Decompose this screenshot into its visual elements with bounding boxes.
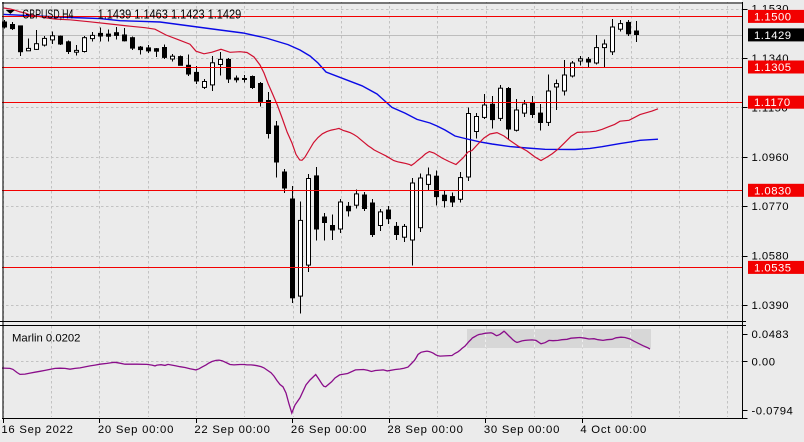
svg-text:0.00: 0.00	[752, 356, 776, 368]
svg-text:1.0960: 1.0960	[752, 152, 790, 164]
svg-text:1.0580: 1.0580	[752, 251, 790, 263]
svg-text:30 Sep 00:00: 30 Sep 00:00	[484, 424, 560, 436]
svg-text:1.1439 1.1463 1.1423 1.1429: 1.1439 1.1463 1.1423 1.1429	[98, 7, 242, 22]
svg-text:16 Sep 2022: 16 Sep 2022	[1, 424, 73, 436]
svg-text:1.0830: 1.0830	[754, 185, 792, 197]
svg-text:22 Sep 00:00: 22 Sep 00:00	[194, 424, 270, 436]
svg-text:1.0535: 1.0535	[754, 262, 792, 274]
svg-text:4 Oct 00:00: 4 Oct 00:00	[580, 424, 647, 436]
svg-text:1.1429: 1.1429	[754, 30, 792, 42]
svg-text:28 Sep 00:00: 28 Sep 00:00	[387, 424, 463, 436]
svg-text:0.0483: 0.0483	[752, 329, 790, 341]
svg-text:Marlin 0.0202: Marlin 0.0202	[12, 333, 80, 345]
svg-text:1.0390: 1.0390	[752, 300, 790, 312]
svg-text:1.1170: 1.1170	[754, 97, 791, 109]
svg-text:1.1500: 1.1500	[754, 11, 792, 23]
svg-text:-0.0794: -0.0794	[752, 406, 794, 418]
svg-text:GBPUSD,H4: GBPUSD,H4	[22, 8, 73, 22]
svg-text:20 Sep 00:00: 20 Sep 00:00	[98, 424, 174, 436]
svg-text:26 Sep 00:00: 26 Sep 00:00	[291, 424, 367, 436]
svg-text:1.1305: 1.1305	[754, 62, 792, 74]
svg-text:1.0770: 1.0770	[752, 201, 790, 213]
